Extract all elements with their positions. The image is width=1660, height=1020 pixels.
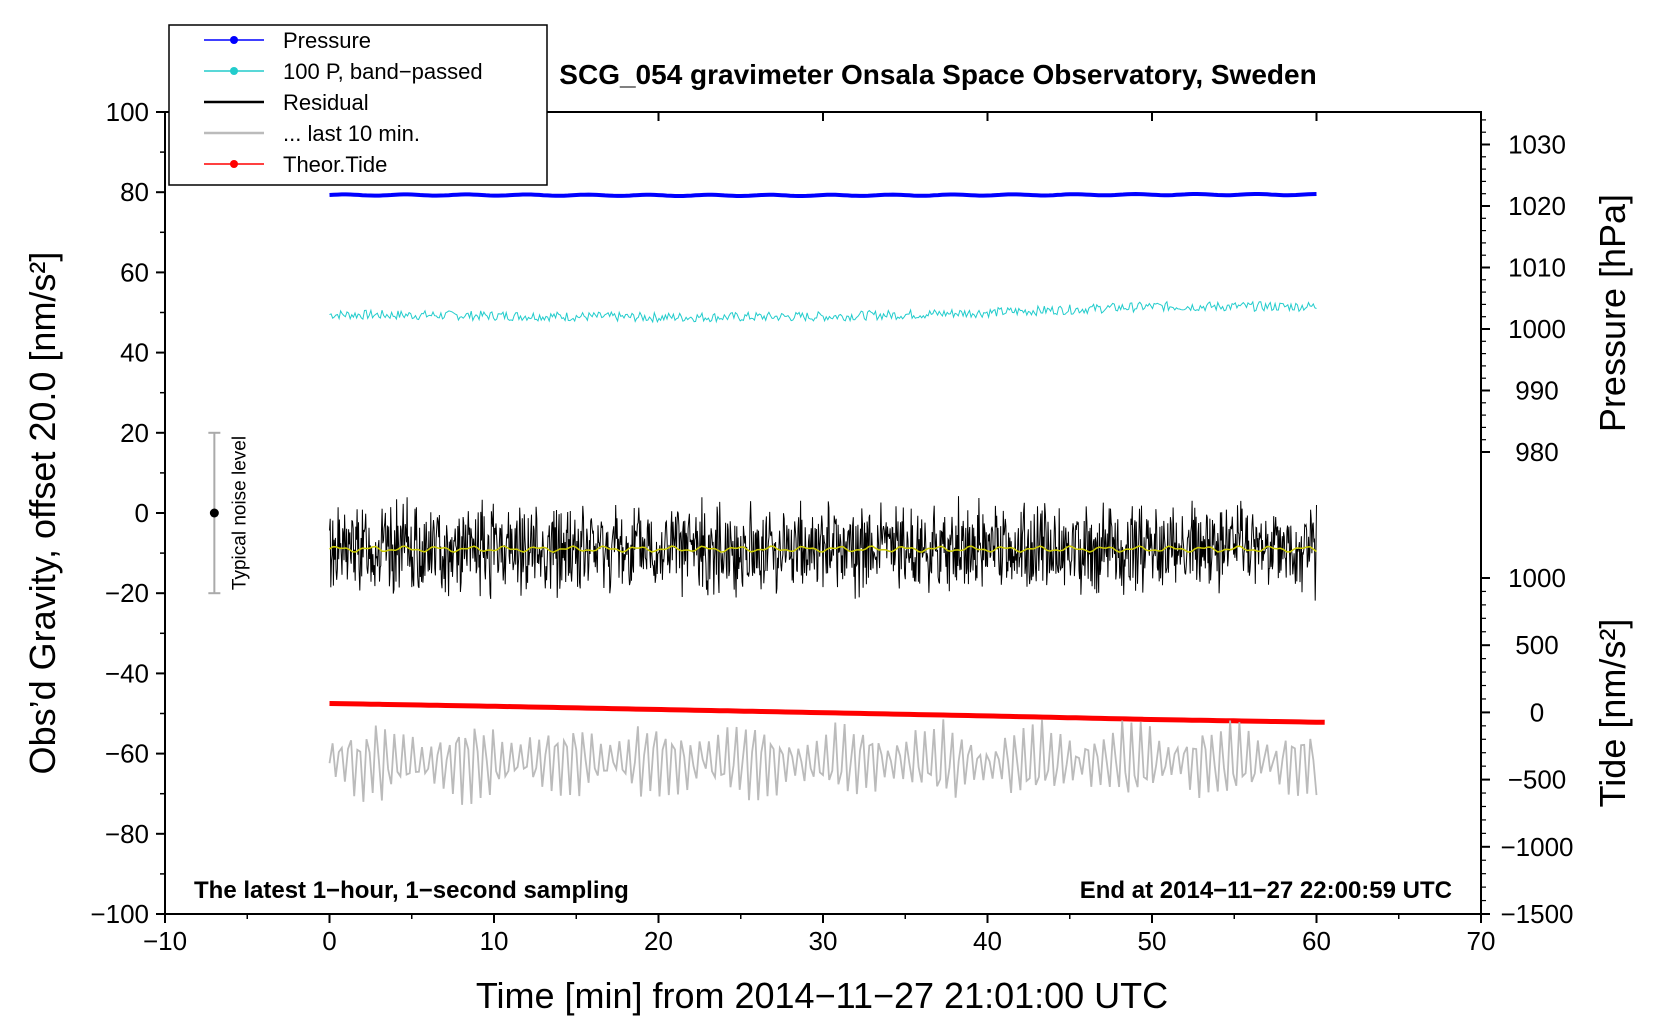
legend-label: Pressure [283,28,371,53]
y-tick-label: 0 [135,498,149,528]
y-axis-title-pressure: Pressure [hPa] [1592,194,1633,432]
y-axis-title-tide: Tide [nm/s²] [1592,619,1633,808]
tide-tick-label: 1000 [1508,563,1566,593]
legend-label: Theor.Tide [283,152,387,177]
x-tick-label: 50 [1138,926,1167,956]
x-axis-title: Time [min] from 2014−11−27 21:01:00 UTC [476,975,1168,1016]
y-tick-label: 100 [106,97,149,127]
series-theor-tide [329,701,1325,725]
legend-label: ... last 10 min. [283,121,420,146]
legend-label: 100 P, band−passed [283,59,483,84]
series-residual [329,496,1317,601]
x-tick-label: 30 [809,926,838,956]
y-tick-label: −20 [105,578,149,608]
x-tick-label: −10 [143,926,187,956]
tide-tick-label: 500 [1515,630,1558,660]
pressure-tick-label: 1010 [1508,253,1566,283]
series-pressure [329,191,1317,198]
tide-tick-label: −1500 [1500,899,1573,929]
legend-marker [230,160,238,168]
pressure-tick-label: 1000 [1508,314,1566,344]
y-axis-title-left: Obs’d Gravity, offset 20.0 [nm/s²] [22,252,63,775]
tide-tick-label: −500 [1508,765,1567,795]
y-tick-label: −100 [90,899,149,929]
x-tick-label: 20 [644,926,673,956]
tide-tick-label: −1000 [1500,832,1573,862]
pressure-tick-label: 980 [1515,437,1558,467]
legend-box [168,24,548,186]
noise-label: Typical noise level [229,436,250,590]
pressure-tick-label: 1020 [1508,191,1566,221]
y-tick-label: −80 [105,819,149,849]
x-tick-label: 70 [1467,926,1496,956]
pressure-tick-label: 1030 [1508,130,1566,160]
pressure-tick-label: 990 [1515,376,1558,406]
y-tick-label: 60 [120,257,149,287]
legend-marker [230,36,238,44]
end-time-note: End at 2014−11−27 22:00:59 UTC [1080,877,1452,904]
noise-center-dot [209,508,219,518]
series-band-passed [329,300,1317,324]
chart-title: SCG_054 gravimeter Onsala Space Observat… [559,59,1316,90]
sampling-note: The latest 1−hour, 1−second sampling [194,877,629,904]
y-tick-label: 40 [120,338,149,368]
series-last-10-min [328,719,1318,805]
y-tick-label: 20 [120,418,149,448]
legend-label: Residual [283,90,369,115]
y-tick-label: −40 [105,658,149,688]
x-tick-label: 40 [973,926,1002,956]
x-tick-label: 10 [480,926,509,956]
x-tick-label: 60 [1302,926,1331,956]
series-residual-smoothed [329,545,1317,554]
y-tick-label: 80 [120,177,149,207]
tide-tick-label: 0 [1530,697,1544,727]
y-tick-label: −60 [105,739,149,769]
x-tick-label: 0 [322,926,336,956]
legend-marker [230,67,238,75]
